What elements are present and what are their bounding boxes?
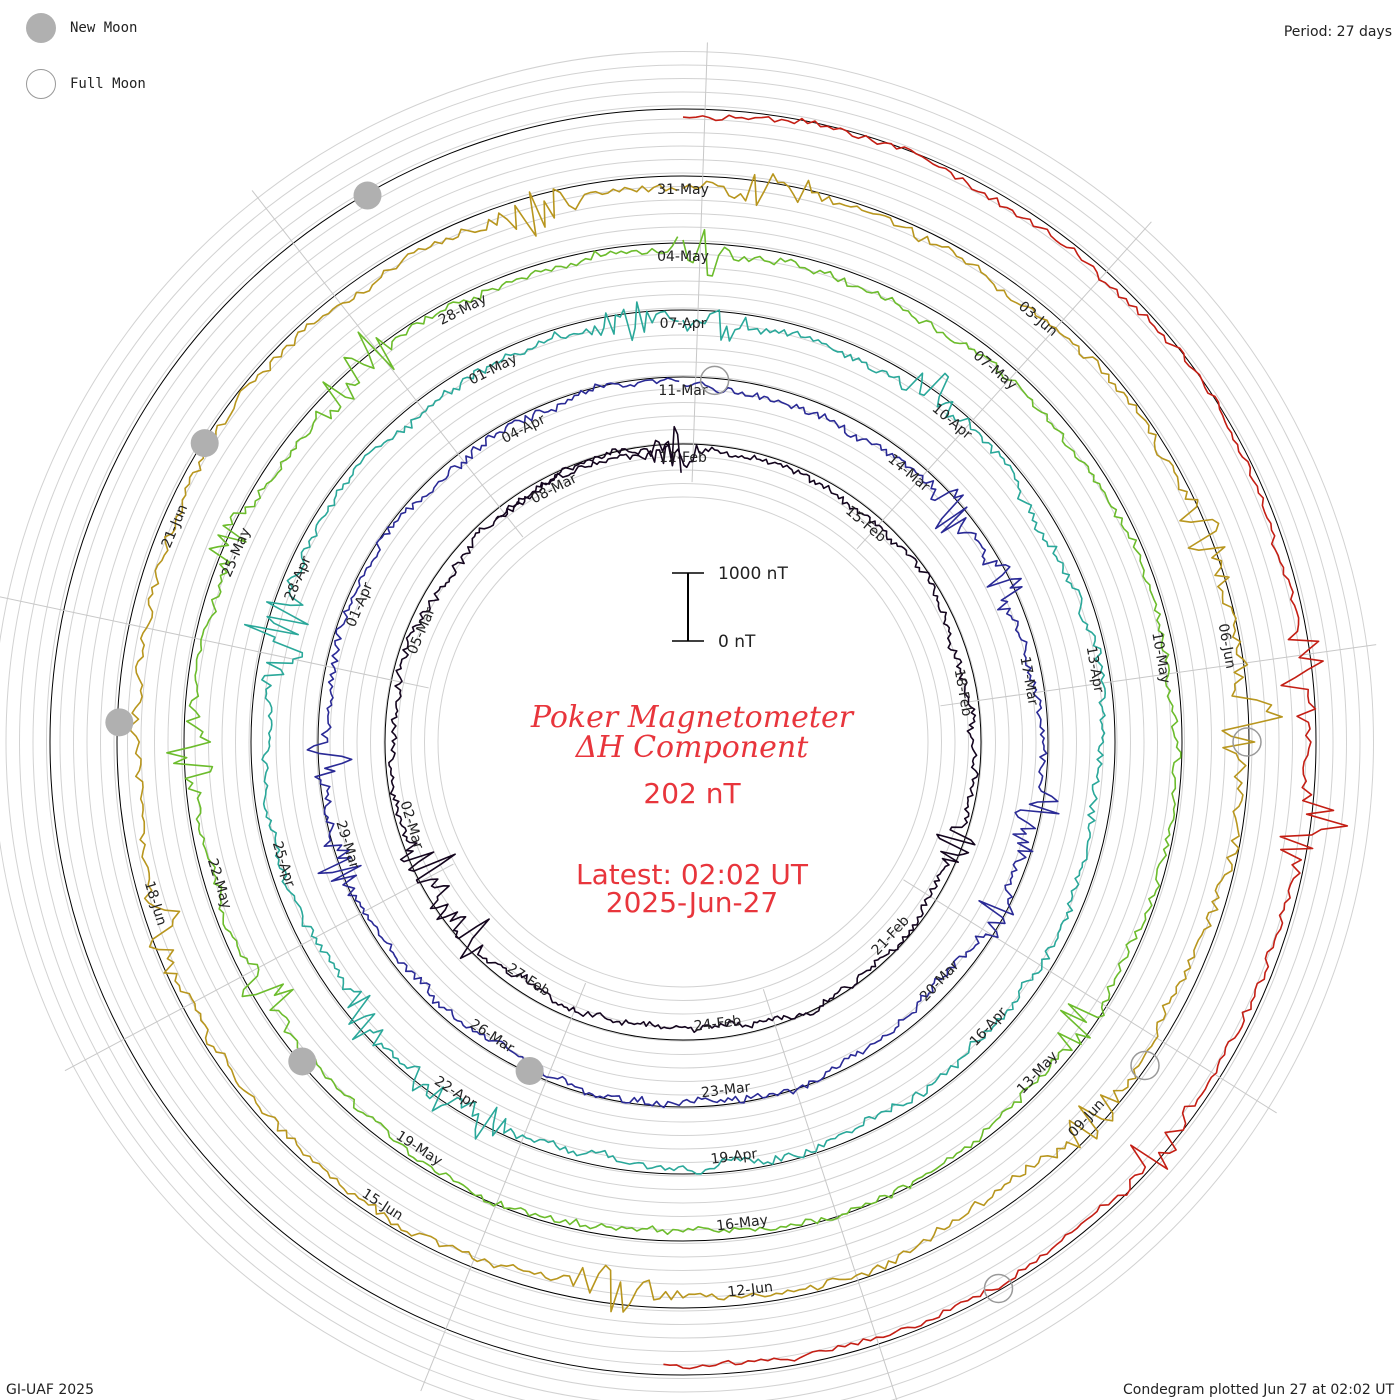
new-moon-marker	[515, 1056, 544, 1085]
grid-ring	[0, 51, 1374, 1400]
grid-ring	[32, 91, 1334, 1393]
date-label: 06-Jun	[1215, 622, 1239, 670]
new-moon-icon	[26, 13, 56, 43]
grid-ring	[329, 388, 1037, 1096]
date-label: 07-May	[970, 348, 1020, 394]
grid-ring	[383, 442, 983, 1042]
period-label: Period: 27 days	[1283, 24, 1392, 40]
grid-ring	[248, 307, 1118, 1177]
baseline-ring	[250, 309, 1116, 1175]
date-label: 19-May	[393, 1128, 445, 1170]
date-label: 23-Mar	[700, 1079, 751, 1101]
full-moon-marker	[1130, 1050, 1160, 1081]
full-moon-marker	[983, 1273, 1014, 1304]
scale-bar-top-label: 1000 nT	[718, 564, 788, 584]
date-label: 16-May	[715, 1212, 768, 1234]
grid-ring	[221, 280, 1145, 1204]
series-trace	[129, 173, 1283, 1313]
date-label: 01-Apr	[343, 580, 376, 630]
day-spoke	[0, 596, 429, 689]
chart-title: Poker Magnetometer	[530, 700, 855, 735]
full-moon-marker	[699, 365, 730, 396]
date-label: 21-Feb	[869, 913, 913, 959]
date-label: 01-May	[466, 351, 519, 389]
moon-layer	[105, 181, 1262, 1304]
plotted-label: Condegram plotted Jun 27 at 02:02 UT	[1123, 1382, 1394, 1398]
new-moon-marker	[105, 708, 134, 737]
date-label: 12-Feb	[659, 450, 707, 466]
new-moon-marker	[288, 1047, 317, 1076]
date-label: 25-Apr	[269, 839, 298, 889]
grid-ring	[140, 199, 1226, 1285]
grid-ring	[302, 361, 1064, 1123]
day-spoke	[856, 221, 1152, 550]
new-moon-marker	[353, 181, 382, 210]
grid-ring	[5, 64, 1361, 1400]
grid-ring	[100, 159, 1266, 1325]
full-moon-icon	[26, 69, 56, 99]
day-spoke	[420, 982, 587, 1392]
series-trace	[663, 114, 1349, 1370]
grid-ring	[59, 118, 1307, 1366]
day-spoke	[64, 863, 454, 1072]
grid-ring	[275, 334, 1091, 1150]
date-label: 25-May	[219, 526, 254, 580]
grid-ring	[356, 415, 1010, 1069]
grid-ring	[19, 78, 1347, 1400]
grid-ring	[235, 294, 1131, 1190]
legend-new-moon-label: New Moon	[70, 20, 138, 36]
series-layer	[129, 114, 1349, 1370]
date-label: 05-Mar	[405, 605, 439, 657]
scale-bar: 1000 nT 0 nT	[672, 564, 788, 652]
grid-ring	[154, 213, 1212, 1271]
date-label: 24-Feb	[693, 1013, 742, 1035]
grid-ring	[46, 105, 1320, 1379]
series-trace	[388, 425, 979, 1034]
grid-ring	[437, 496, 929, 988]
current-value: 202 nT	[643, 777, 741, 810]
series-trace	[166, 228, 1182, 1236]
grid-ring	[424, 483, 942, 1001]
chart-subtitle: ΔH Component	[575, 730, 809, 765]
date-label: 19-Apr	[710, 1146, 759, 1168]
latest-time: Latest: 02:02 UT	[576, 858, 809, 891]
baseline-ring	[116, 175, 1250, 1309]
baseline-ring	[49, 108, 1317, 1376]
grid-ring	[316, 375, 1050, 1109]
grid-ring	[73, 132, 1293, 1352]
date-label: 12-Jun	[727, 1279, 774, 1300]
series-trace	[306, 377, 1060, 1109]
date-label: 07-Apr	[660, 316, 707, 332]
day-spoke	[903, 879, 1277, 1114]
date-label: 27-Feb	[504, 961, 553, 1000]
date-label: 28-May	[436, 291, 489, 329]
date-label: 11-Mar	[658, 383, 708, 399]
date-label: 31-May	[657, 182, 709, 198]
grid-ring	[370, 429, 996, 1055]
credit-label: GI-UAF 2025	[6, 1382, 94, 1398]
grid-ring	[289, 348, 1077, 1136]
date-label: 10-May	[1148, 631, 1173, 685]
series-trace	[244, 301, 1106, 1175]
center-text: Poker Magnetometer ΔH Component 202 nT L…	[530, 700, 855, 919]
grid-ring	[194, 253, 1172, 1231]
grid-ring	[410, 469, 956, 1015]
new-moon-marker	[190, 429, 219, 458]
day-spoke	[762, 989, 898, 1400]
latest-date: 2025-Jun-27	[606, 886, 778, 919]
grid-ring	[86, 145, 1280, 1339]
legend-full-moon-label: Full Moon	[70, 76, 146, 92]
grid-ring	[343, 402, 1023, 1082]
scale-bar-bottom-label: 0 nT	[718, 632, 756, 652]
date-label: 18-Feb	[951, 668, 975, 718]
grid-ring	[167, 226, 1199, 1258]
date-label: 04-May	[657, 249, 709, 265]
baseline-ring	[317, 376, 1049, 1108]
legend-new-moon: New Moon	[26, 13, 137, 43]
full-moon-marker	[1232, 727, 1262, 757]
legend-full-moon: Full Moon	[26, 69, 146, 99]
date-label: 15-Jun	[359, 1186, 406, 1224]
baseline-ring	[384, 443, 982, 1041]
